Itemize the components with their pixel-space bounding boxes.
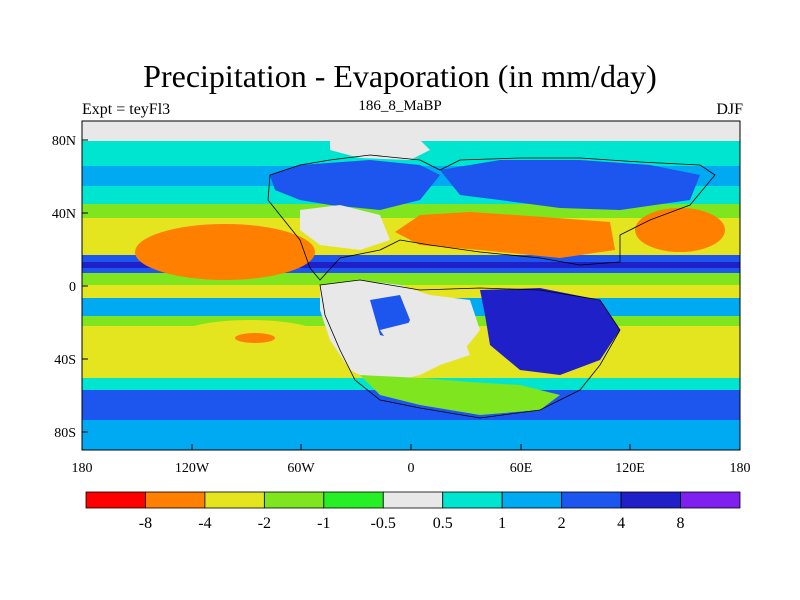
- colorbar-label-9: 8: [677, 515, 685, 532]
- outline-south-landmass: [319, 279, 621, 419]
- x-axis: 180 120W 60W 0 60E 120E 180: [72, 444, 751, 476]
- x-tick-label-2: 60W: [287, 461, 315, 476]
- colorbar-swatch-4: [323, 491, 384, 509]
- colorbar-swatch-6: [442, 491, 503, 509]
- field-dry-tethys: [395, 212, 615, 258]
- x-tick-label-6: 180: [730, 461, 751, 476]
- y-tick-label-4: 80S: [54, 426, 76, 441]
- y-tick-label-3: 40S: [54, 353, 76, 368]
- x-tick-label-4: 60E: [510, 461, 533, 476]
- outline-north-landmass: [267, 154, 716, 281]
- x-tick-label-1: 120W: [175, 461, 210, 476]
- colorbar-swatch-9: [620, 491, 681, 509]
- field-wet-north-continent: [270, 160, 440, 210]
- x-tick-label-3: 0: [408, 461, 415, 476]
- field-dry-northeast: [635, 208, 725, 252]
- colorbar-swatch-10: [680, 491, 741, 509]
- colorbar-label-3: -1: [317, 515, 330, 532]
- y-tick-label-2: 0: [69, 280, 76, 295]
- map-title: Precipitation - Evaporation (in mm/day): [143, 58, 657, 94]
- continent-outlines: [267, 154, 716, 419]
- season-label: DJF: [716, 101, 743, 118]
- colorbar-label-1: -4: [198, 515, 211, 532]
- field-south-continent-center: [380, 320, 470, 365]
- colorbar: -8 -4 -2 -1 -0.5 0.5 1 2 4 8: [85, 491, 741, 532]
- colorbar-swatch-5: [382, 491, 444, 509]
- colorbar-label-2: -2: [258, 515, 271, 532]
- field-north-continent-core: [300, 205, 390, 250]
- colorbar-label-7: 2: [558, 515, 566, 532]
- field-south-coast-green: [360, 375, 560, 415]
- colorbar-swatch-3: [263, 491, 325, 509]
- x-tick-label-5: 120E: [615, 461, 645, 476]
- field-band-itcz-core: [82, 262, 740, 268]
- colorbar-label-4: -0.5: [371, 515, 396, 532]
- colorbar-swatch-1: [145, 491, 206, 509]
- colorbar-swatch-7: [501, 491, 563, 509]
- y-tick-label-0: 80N: [52, 134, 76, 149]
- colorbar-label-6: 1: [498, 515, 506, 532]
- colorbar-label-0: -8: [139, 515, 152, 532]
- colorbar-swatch-8: [561, 491, 622, 509]
- field-dry-north-pacific: [135, 224, 315, 280]
- colorbar-label-5: 0.5: [433, 515, 453, 532]
- colorbar-swatch-0: [85, 491, 146, 509]
- field-wet-south-continent-east: [480, 288, 620, 375]
- experiment-label: Expt = teyFl3: [82, 101, 171, 118]
- colorbar-swatch-2: [204, 491, 265, 509]
- map-field: [82, 121, 740, 450]
- field-south-pacific-core: [235, 333, 275, 343]
- colorbar-label-8: 4: [617, 515, 625, 532]
- y-axis: 80N 40N 0 40S 80S: [52, 134, 88, 441]
- y-tick-label-1: 40N: [52, 207, 76, 222]
- x-tick-label-0: 180: [72, 461, 93, 476]
- map-subtitle-center: 186_8_MaBP: [358, 98, 442, 114]
- field-wet-asia-north: [440, 160, 700, 210]
- field-north-polar-land: [330, 125, 430, 160]
